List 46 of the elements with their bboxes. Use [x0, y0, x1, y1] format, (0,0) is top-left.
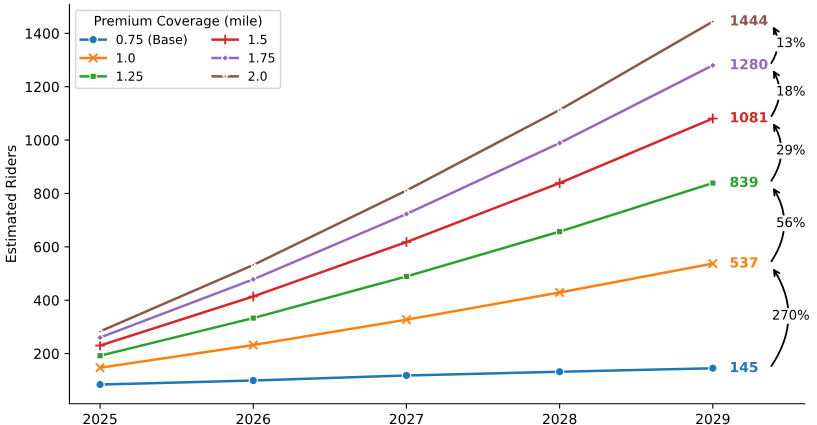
point	[708, 364, 718, 373]
annotation: 270%	[772, 310, 809, 320]
point	[248, 340, 258, 350]
point	[248, 376, 258, 386]
point	[554, 177, 566, 189]
y-tick-label: 1200	[26, 82, 59, 92]
point	[554, 367, 564, 376]
data-label: 839	[730, 176, 758, 188]
legend-label: 2.0	[248, 71, 267, 81]
legend-title: Premium Coverage (mile)	[94, 16, 262, 28]
point	[401, 314, 412, 325]
x-tick-label: 2026	[236, 414, 270, 424]
x-tick-label: 2027	[390, 414, 423, 424]
point	[95, 362, 106, 373]
y-tick-label: 600	[34, 242, 59, 252]
data-label: 1280	[731, 58, 768, 70]
legend-label: 1.5	[249, 34, 266, 44]
point	[707, 112, 719, 124]
legend-label: 1.75	[249, 53, 274, 63]
point	[554, 287, 565, 298]
data-label: 537	[730, 257, 758, 268]
legend-label: 1.25	[117, 71, 142, 81]
y-tick-label: 1400	[26, 28, 59, 39]
data-label: 1081	[731, 112, 768, 122]
legend-label: 0.75 (Base)	[116, 34, 187, 46]
point	[95, 380, 105, 390]
annotation: 56%	[777, 217, 805, 228]
x-tick-label: 2029	[696, 414, 730, 424]
annotation: 18%	[778, 86, 805, 96]
y-tick-label: 200	[34, 348, 59, 360]
point	[708, 258, 718, 269]
x-tick-label: 2028	[542, 414, 576, 424]
y-tick-label: 400	[34, 295, 59, 306]
x-tick-label: 2025	[83, 414, 117, 424]
point	[94, 340, 106, 352]
data-label: 1444	[731, 15, 768, 26]
point	[402, 370, 412, 380]
y-tick-label: 1000	[26, 135, 59, 146]
point	[248, 290, 260, 302]
y-axis-title: Estimated Riders	[5, 145, 16, 262]
legend-label: 1.0	[117, 53, 135, 63]
data-label: 145	[731, 362, 758, 372]
annotation: 29%	[777, 144, 805, 155]
annotation: 13%	[778, 37, 805, 48]
y-tick-label: 800	[34, 188, 59, 199]
point	[400, 236, 412, 248]
